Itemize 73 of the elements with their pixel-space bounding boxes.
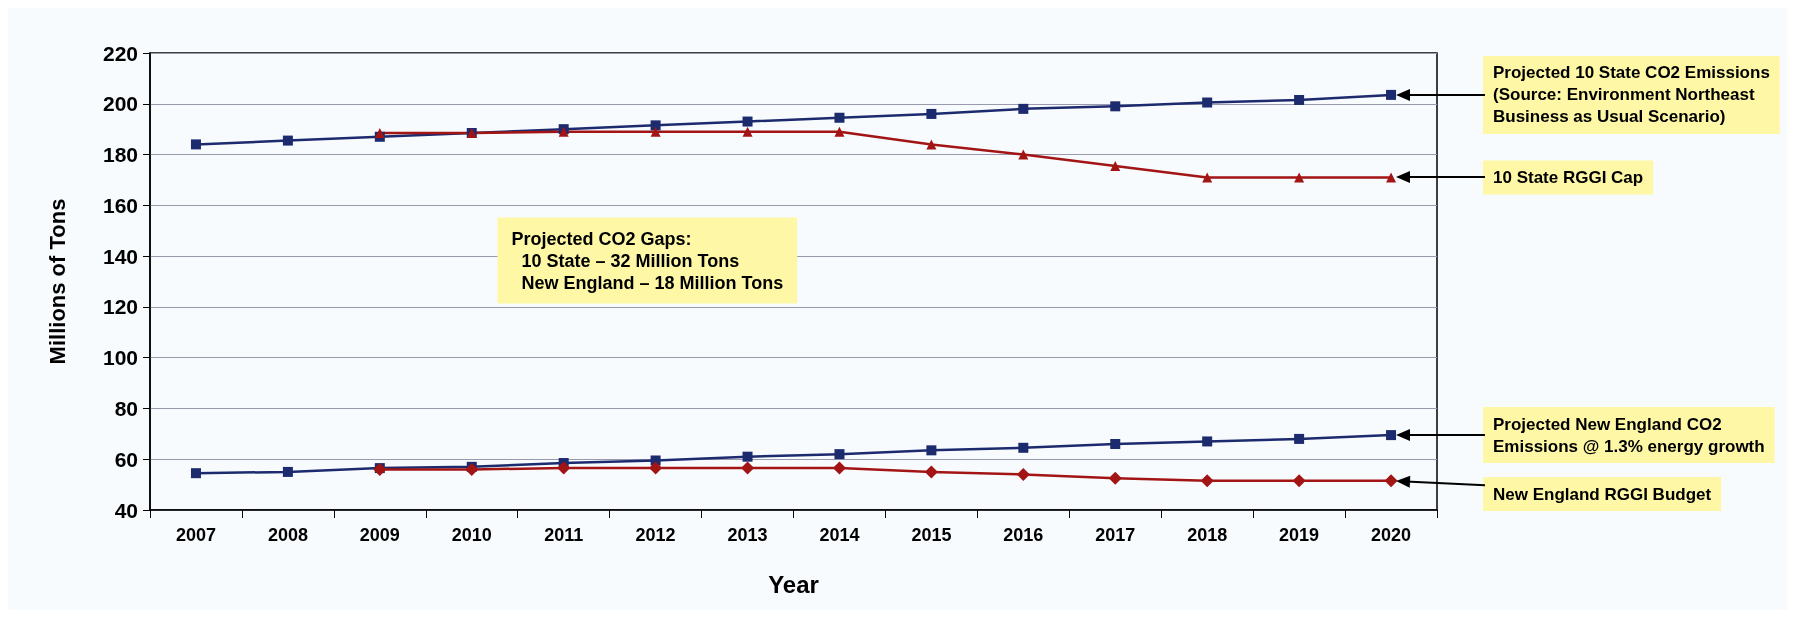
x-tick-label: 2008	[267, 525, 308, 545]
point	[834, 449, 845, 460]
y-tick-label: 120	[102, 295, 138, 319]
x-tick-label: 2007	[175, 525, 216, 545]
text: New England RGGI Budget	[1493, 484, 1712, 504]
point	[1292, 474, 1306, 488]
point	[926, 139, 937, 150]
y-tick-label: 80	[114, 396, 138, 420]
point	[465, 462, 479, 476]
point	[650, 120, 661, 131]
point	[742, 126, 753, 137]
point	[1386, 172, 1397, 183]
y-tick-label: 40	[114, 498, 138, 522]
y-tick-label: 60	[114, 447, 138, 471]
point	[650, 126, 661, 137]
point	[1202, 436, 1213, 447]
point	[1018, 149, 1029, 160]
y-tick-label: 100	[102, 346, 138, 370]
point	[190, 139, 201, 150]
x-tick-label: 2019	[1279, 525, 1320, 545]
x-tick-label: 2010	[451, 525, 492, 545]
annotation: Projected CO2 Gaps: 10 State – 32 Million Tons New England – 18 Million Tons	[511, 228, 784, 293]
x-tick-label: 2011	[544, 525, 584, 545]
point	[926, 445, 937, 456]
point	[832, 461, 846, 475]
point	[834, 112, 845, 123]
point	[1294, 172, 1305, 183]
point	[649, 461, 663, 475]
point	[1200, 474, 1214, 488]
point	[1110, 160, 1121, 171]
text: Projected 10 State CO2 Emissions (Source: Environment Northeast Business as Usual Scenario)	[1493, 63, 1770, 127]
point	[1108, 471, 1122, 485]
point	[282, 466, 293, 477]
text: Projected New England CO2 Emissions @ 1.3% energy growth	[1493, 414, 1765, 456]
x-tick-label: 2020	[1371, 525, 1412, 545]
point	[282, 135, 293, 146]
point	[1018, 103, 1029, 114]
x-tick-label: 2014	[819, 525, 860, 545]
x-tick-label: 2016	[1003, 525, 1044, 545]
point	[741, 461, 755, 475]
y-tick-label: 140	[102, 244, 138, 268]
y-tick-label: 220	[102, 41, 138, 65]
point	[1202, 172, 1213, 183]
point	[742, 451, 753, 462]
point	[1018, 442, 1029, 453]
point	[1110, 101, 1121, 112]
point	[557, 461, 571, 475]
point	[742, 116, 753, 127]
point	[1294, 433, 1305, 444]
point	[1110, 438, 1121, 449]
point	[924, 465, 938, 479]
point	[1386, 89, 1397, 100]
point	[374, 127, 385, 138]
point	[1294, 94, 1305, 105]
x-tick-label: 2018	[1187, 525, 1228, 545]
point	[1016, 467, 1030, 481]
y-axis-title: Millions of Tons	[44, 198, 70, 365]
point	[926, 108, 937, 119]
x-axis-title: Year	[768, 570, 819, 598]
x-tick-label: 2015	[911, 525, 952, 545]
point	[834, 126, 845, 137]
point	[1386, 430, 1397, 441]
point	[1202, 97, 1213, 108]
point	[190, 468, 201, 479]
x-tick-label: 2013	[727, 525, 768, 545]
y-tick-label: 200	[102, 92, 138, 116]
x-tick-label: 2017	[1095, 525, 1136, 545]
point	[1384, 474, 1398, 488]
x-tick-label: 2012	[635, 525, 676, 545]
text: 10 State RGGI Cap	[1493, 167, 1644, 187]
y-tick-label: 160	[102, 193, 138, 217]
x-tick-label: 2009	[359, 525, 400, 545]
y-tick-label: 180	[102, 143, 138, 167]
